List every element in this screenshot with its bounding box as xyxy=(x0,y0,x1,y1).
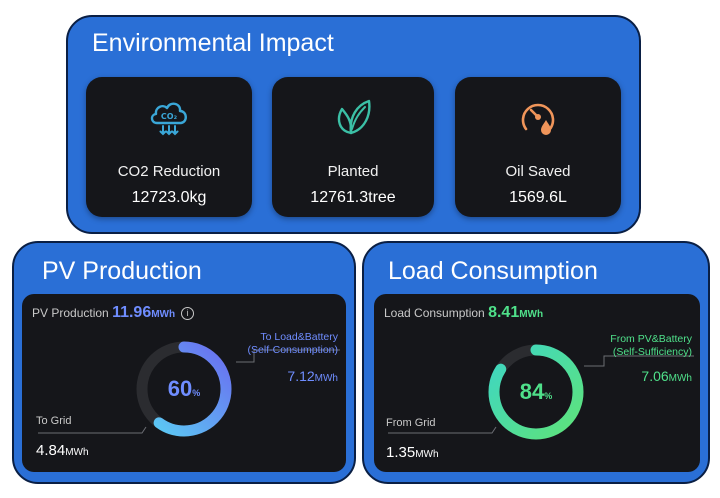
planted-label: Planted xyxy=(327,163,379,180)
oil-saved-label: Oil Saved xyxy=(505,163,571,180)
co2-reduction-label: CO2 Reduction xyxy=(117,163,221,180)
load-header: Load Consumption 8.41MWh xyxy=(384,304,543,322)
load-header-label: Load Consumption xyxy=(384,306,485,320)
oil-saved-value: 1569.6L xyxy=(509,189,567,206)
pv-percent-text: 60% xyxy=(168,376,201,401)
pv-production-card: PV Production 11.96MWh i 60% To Load&Batt… xyxy=(22,294,346,472)
load-consumption-title: Load Consumption xyxy=(388,257,598,285)
pv-header-unit: MWh xyxy=(151,309,176,320)
pv-leader-lines xyxy=(38,349,340,434)
pv-production-title: PV Production xyxy=(42,257,202,285)
pv-self-consumption-label: To Load&Battery (Self-Consumption) xyxy=(247,331,338,356)
environmental-impact-panel: Environmental Impact CO₂ CO2 Reduction 1… xyxy=(66,15,641,234)
pv-header-label: PV Production xyxy=(32,306,109,320)
load-donut-arc xyxy=(488,344,584,440)
load-leader-lines xyxy=(388,355,694,434)
load-self-sufficiency-value: 7.06MWh xyxy=(641,368,692,384)
pv-production-panel: PV Production PV Production 11.96MWh i 60… xyxy=(12,241,356,484)
co2-icon-text: CO₂ xyxy=(161,112,178,121)
co2-reduction-card[interactable]: CO₂ CO2 Reduction 12723.0kg xyxy=(86,77,252,217)
leaf-icon xyxy=(337,99,371,135)
load-from-grid-value: 1.35MWh xyxy=(386,444,439,461)
environmental-impact-title: Environmental Impact xyxy=(92,29,334,57)
pv-header-value: 11.96 xyxy=(112,304,152,321)
oil-saved-card[interactable]: Oil Saved 1569.6L xyxy=(455,77,621,217)
pv-to-grid-value: 4.84MWh xyxy=(36,442,89,459)
info-icon[interactable]: i xyxy=(181,307,195,320)
pv-header: PV Production 11.96MWh i xyxy=(32,304,195,322)
load-consumption-card: Load Consumption 8.41MWh 84% From PV&Bat… xyxy=(374,294,700,472)
pv-donut-chart: 60% xyxy=(136,341,232,437)
load-self-sufficiency-label: From PV&Battery (Self-Sufficiency) xyxy=(610,333,692,358)
load-from-grid-label: From Grid xyxy=(386,417,436,429)
load-percent-text: 84% xyxy=(520,379,553,404)
load-consumption-panel: Load Consumption Load Consumption 8.41MW… xyxy=(362,241,710,484)
co2-reduction-value: 12723.0kg xyxy=(131,189,207,206)
oil-gauge-icon xyxy=(521,103,555,135)
pv-donut-arc xyxy=(136,341,232,437)
pv-to-grid-label: To Grid xyxy=(36,415,72,427)
planted-card[interactable]: Planted 12761.3tree xyxy=(272,77,434,217)
planted-value: 12761.3tree xyxy=(310,189,396,206)
pv-self-consumption-value: 7.12MWh xyxy=(287,368,338,384)
load-donut-chart: 84% xyxy=(488,344,584,440)
load-header-value: 8.41 xyxy=(488,304,520,321)
co2-cloud-icon: CO₂ xyxy=(150,102,187,136)
load-header-unit: MWh xyxy=(519,309,544,320)
